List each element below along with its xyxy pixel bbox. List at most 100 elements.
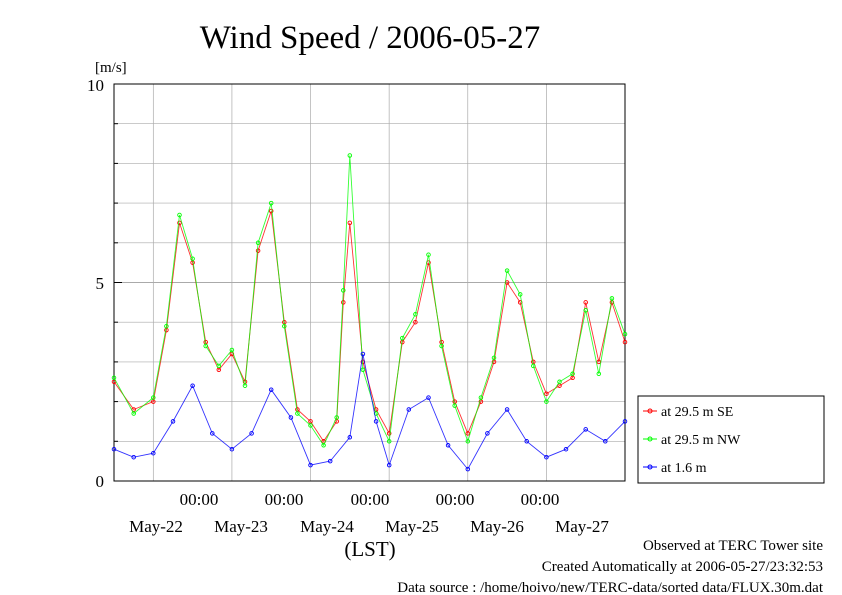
data-point: [151, 450, 156, 456]
series-line: [113, 353, 626, 470]
data-point: [255, 248, 261, 253]
data-point: [177, 212, 182, 218]
data-point: [386, 462, 392, 468]
data-point: [465, 439, 471, 444]
data-point: [373, 419, 379, 424]
x-tick-time-4: 00:00: [436, 490, 475, 509]
footer-observed: Observed at TERC Tower site: [643, 538, 823, 554]
data-point: [347, 153, 353, 158]
data-point: [583, 300, 588, 305]
data-point: [570, 371, 575, 377]
x-axis-label: (LST): [344, 537, 395, 561]
data-point: [406, 407, 412, 412]
x-tick-time-2: 00:00: [265, 490, 304, 509]
data-point: [413, 312, 418, 317]
data-point: [426, 395, 431, 400]
data-point: [413, 319, 418, 325]
data-point: [255, 240, 261, 246]
data-point: [426, 252, 431, 257]
data-point: [360, 367, 366, 373]
footer-created: Created Automatically at 2006-05-27/23:3…: [542, 559, 823, 575]
legend-label-1-6m: at 1.6 m: [661, 461, 707, 476]
series-1: [111, 153, 628, 448]
data-point: [242, 383, 248, 388]
data-point: [439, 343, 444, 349]
data-point: [544, 399, 549, 404]
data-point: [203, 343, 208, 349]
data-point: [249, 431, 254, 436]
data-point: [190, 256, 195, 261]
data-point: [190, 383, 195, 388]
plot-frame: [113, 83, 626, 482]
data-point: [504, 268, 510, 273]
data-point: [229, 446, 235, 452]
legend-box: [637, 395, 825, 484]
data-point: [465, 431, 471, 436]
series-2: [111, 351, 628, 472]
data-point: [347, 435, 353, 440]
data-point: [111, 375, 117, 381]
data-point: [596, 371, 602, 377]
series-line: [113, 210, 626, 443]
data-point: [386, 431, 392, 436]
data-point: [563, 446, 569, 452]
data-point: [229, 347, 235, 353]
data-point: [151, 395, 156, 400]
x-tick-date-may-26: May-26: [470, 517, 524, 536]
data-point: [485, 431, 490, 436]
data-point: [583, 427, 588, 432]
data-point: [531, 363, 536, 369]
grid-lines: [114, 83, 625, 482]
data-point: [268, 200, 274, 206]
legend-marker-nw: [647, 436, 653, 442]
data-point: [334, 415, 339, 420]
data-point: [177, 220, 182, 226]
data-point: [282, 323, 287, 329]
y-tick-label-5: 5: [96, 274, 105, 293]
x-tick-time-3: 00:00: [351, 490, 390, 509]
data-point: [622, 339, 628, 345]
series-layer: [111, 153, 628, 472]
data-point: [504, 407, 510, 412]
data-point: [288, 415, 294, 420]
data-point: [609, 296, 615, 301]
data-point: [111, 446, 117, 452]
x-tick-date-may-24: May-24: [300, 517, 354, 536]
x-tick-time-5: 00:00: [521, 490, 560, 509]
data-point: [347, 220, 353, 226]
data-point: [268, 387, 274, 392]
x-tick-date-may-22: May-22: [129, 517, 183, 536]
data-point: [386, 439, 392, 444]
legend-marker-1-6m: [647, 464, 653, 470]
data-point: [583, 308, 588, 313]
data-point: [452, 403, 457, 408]
footer-data-source: Data source : /home/hoivo/new/TERC-data/…: [397, 580, 824, 595]
data-point: [544, 454, 549, 460]
x-tick-time-1: 00:00: [180, 490, 219, 509]
data-point: [557, 379, 562, 385]
legend-marker-se: [647, 408, 653, 414]
data-point: [524, 439, 529, 444]
data-point: [210, 431, 215, 436]
data-point: [544, 391, 549, 396]
data-point: [268, 208, 274, 214]
data-point: [170, 419, 176, 424]
y-tick-label-0: 0: [96, 472, 105, 491]
data-point: [465, 466, 471, 472]
data-point: [131, 454, 136, 460]
x-tick-date-may-25: May-25: [385, 517, 439, 536]
data-point: [517, 292, 523, 297]
data-point: [216, 363, 222, 369]
data-point: [603, 439, 608, 444]
data-point: [321, 443, 326, 448]
data-point: [341, 288, 346, 293]
x-tick-date-may-23: May-23: [214, 517, 268, 536]
y-axis-unit-label: [m/s]: [95, 60, 127, 76]
x-tick-date-may-27: May-27: [555, 517, 609, 536]
data-point: [131, 411, 136, 416]
data-point: [308, 423, 313, 428]
data-point: [327, 458, 333, 464]
data-point: [164, 323, 169, 329]
data-point: [445, 443, 451, 448]
